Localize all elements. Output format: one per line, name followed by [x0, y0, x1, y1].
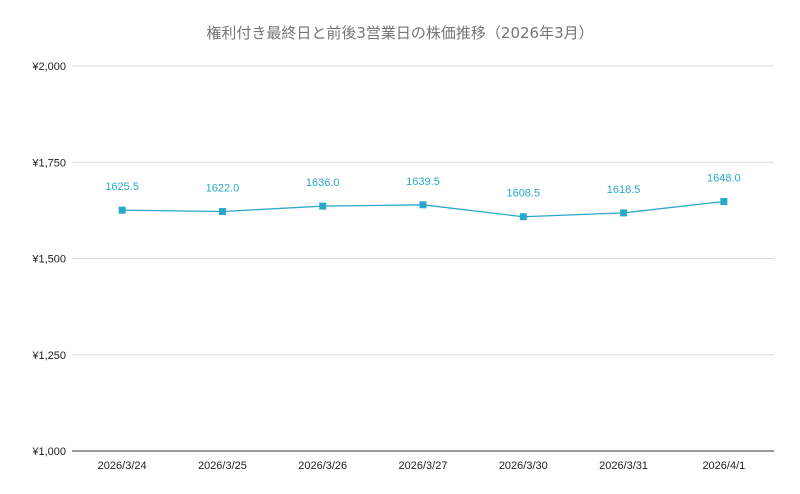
y-tick-label: ¥1,000	[31, 446, 66, 458]
x-tick-label: 2026/3/31	[599, 460, 648, 472]
y-axis-tick-labels: ¥1,000 ¥1,250 ¥1,500 ¥1,750 ¥2,000	[31, 61, 66, 458]
chart-title: 権利付き最終日と前後3営業日の株価推移（2026年3月）	[206, 24, 593, 42]
data-label: 1608.5	[506, 188, 540, 200]
price-series	[118, 198, 728, 221]
data-labels: 1625.5 1622.0 1636.0 1639.5 1608.5 1618.5 1648…	[105, 173, 740, 200]
y-tick-label: ¥1,750	[31, 157, 66, 169]
y-tick-label: ¥2,000	[31, 61, 66, 73]
x-axis-tick-labels: 2026/3/24 2026/3/25 2026/3/26 2026/3/27 2026…	[98, 460, 746, 472]
y-tick-label: ¥1,250	[31, 350, 66, 362]
y-tick-label: ¥1,500	[31, 254, 66, 266]
data-label: 1648.0	[707, 173, 741, 185]
data-point-marker	[218, 208, 226, 216]
data-point-marker	[319, 202, 327, 210]
x-tick-label: 2026/4/1	[702, 460, 745, 472]
data-point-marker	[118, 206, 126, 214]
x-tick-label: 2026/3/24	[98, 460, 147, 472]
x-tick-label: 2026/3/27	[399, 460, 448, 472]
x-tick-label: 2026/3/26	[298, 460, 347, 472]
data-point-marker	[720, 198, 728, 206]
gridlines	[72, 65, 774, 452]
data-point-marker	[519, 213, 527, 221]
data-point-marker	[419, 201, 427, 209]
data-label: 1622.0	[206, 183, 240, 195]
x-tick-label: 2026/3/30	[499, 460, 548, 472]
data-label: 1618.5	[607, 184, 641, 196]
data-label: 1636.0	[306, 177, 340, 189]
x-tick-label: 2026/3/25	[198, 460, 247, 472]
data-label: 1625.5	[105, 181, 139, 193]
data-label: 1639.5	[406, 176, 440, 188]
data-point-marker	[620, 209, 628, 217]
